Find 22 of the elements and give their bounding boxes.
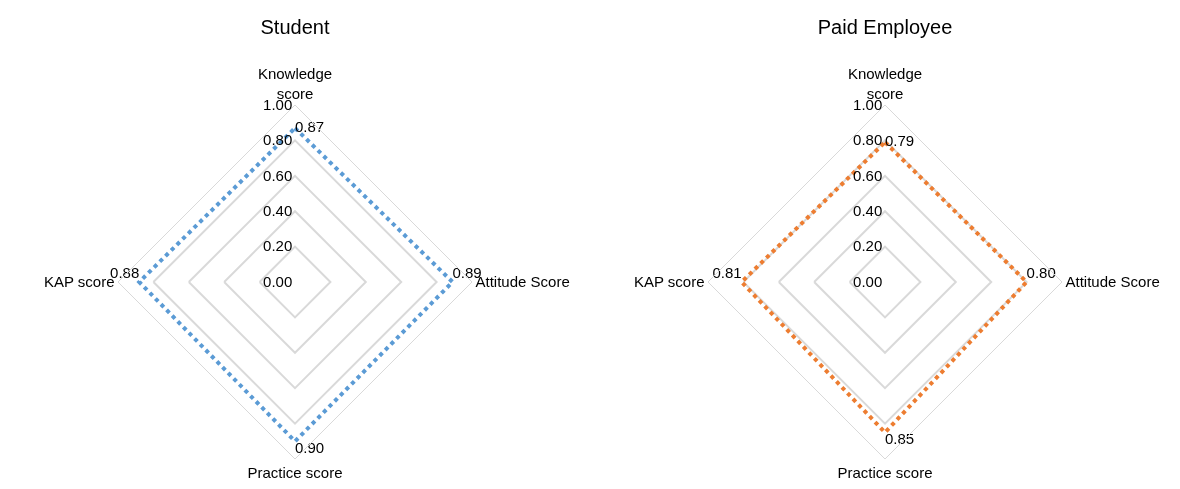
spoke-label: KAP score bbox=[633, 273, 705, 291]
data-label: 0.85 bbox=[885, 429, 915, 447]
data-label: 0.90 bbox=[295, 438, 325, 456]
chart-title: Paid Employee bbox=[817, 15, 953, 38]
y-tick-label: 0.60 bbox=[263, 166, 293, 184]
y-tick-label: 0.80 bbox=[853, 131, 883, 149]
y-tick-label: 0.00 bbox=[263, 272, 293, 290]
chart-title: Student bbox=[260, 15, 330, 38]
spoke-label: Attitude Score bbox=[1065, 273, 1160, 291]
y-tick-label: 0.40 bbox=[263, 202, 293, 220]
y-tick-label: 0.20 bbox=[853, 237, 883, 255]
y-tick-label: 0.40 bbox=[853, 202, 883, 220]
spoke-label: Practice score bbox=[247, 463, 343, 481]
y-tick-label: 0.00 bbox=[853, 272, 883, 290]
data-label: 0.80 bbox=[1026, 264, 1056, 282]
data-label: 0.79 bbox=[885, 131, 915, 149]
spoke-label: Practice score bbox=[837, 463, 933, 481]
data-label: 0.87 bbox=[295, 117, 325, 135]
data-label: 0.81 bbox=[712, 264, 742, 282]
y-tick-label: 0.20 bbox=[263, 237, 293, 255]
y-tick-label: 0.60 bbox=[853, 166, 883, 184]
y-tick-label: 0.80 bbox=[263, 131, 293, 149]
